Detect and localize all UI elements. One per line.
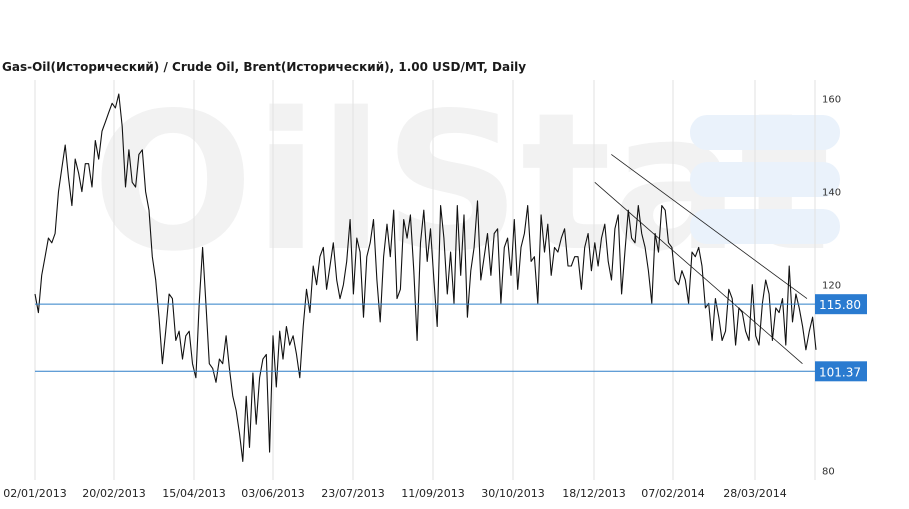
watermark-bar [690, 162, 840, 197]
level-label-box [815, 294, 867, 315]
x-tick-label: 18/12/2013 [562, 487, 625, 500]
level-label: 115.80 [819, 298, 861, 312]
trendlines [594, 154, 808, 365]
chart-title: Gas-Oil(Исторический) / Crude Oil, Brent… [2, 60, 527, 74]
y-tick-label: 80 [822, 467, 835, 478]
x-tick-label: 20/02/2013 [82, 487, 145, 500]
x-tick-label: 23/07/2013 [321, 487, 384, 500]
grid-lines [34, 80, 816, 480]
x-tick-label: 30/10/2013 [481, 487, 544, 500]
x-tick-label: 02/01/2013 [3, 487, 66, 500]
x-tick-label: 11/09/2013 [401, 487, 464, 500]
y-tick-label: 160 [822, 95, 841, 106]
x-tick-label: 03/06/2013 [241, 487, 304, 500]
level-label: 101.37 [819, 365, 861, 379]
x-tick-label: 15/04/2013 [162, 487, 225, 500]
x-tick-label: 28/03/2014 [723, 487, 786, 500]
price-series-line [34, 93, 817, 462]
price-levels: 115.80 101.37 [35, 294, 867, 382]
level-label-box [815, 361, 867, 382]
y-tick-label: 120 [822, 281, 841, 292]
y-tick-label: 140 [822, 188, 841, 199]
trendline [611, 154, 808, 299]
watermark-bar [690, 209, 840, 244]
trendline [594, 182, 803, 365]
x-axis: 02/01/2013 20/02/2013 15/04/2013 03/06/2013… [3, 487, 786, 500]
x-tick-label: 07/02/2014 [641, 487, 704, 500]
y-axis: 80 120 140 160 [822, 95, 841, 478]
watermark-bar [690, 115, 840, 150]
